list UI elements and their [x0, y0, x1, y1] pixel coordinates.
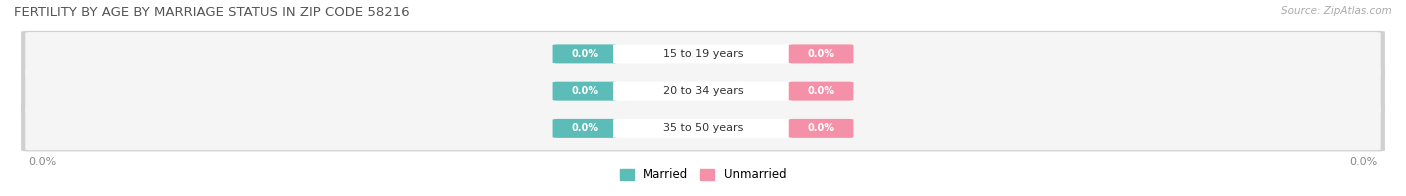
FancyBboxPatch shape [553, 82, 617, 101]
Text: 20 to 34 years: 20 to 34 years [662, 86, 744, 96]
Text: Source: ZipAtlas.com: Source: ZipAtlas.com [1281, 6, 1392, 16]
FancyBboxPatch shape [789, 44, 853, 63]
FancyBboxPatch shape [553, 44, 617, 63]
Text: FERTILITY BY AGE BY MARRIAGE STATUS IN ZIP CODE 58216: FERTILITY BY AGE BY MARRIAGE STATUS IN Z… [14, 6, 409, 19]
FancyBboxPatch shape [789, 82, 853, 101]
Text: 15 to 19 years: 15 to 19 years [662, 49, 744, 59]
FancyBboxPatch shape [25, 32, 1381, 76]
Text: 0.0%: 0.0% [571, 86, 599, 96]
Legend: Married, Unmarried: Married, Unmarried [614, 164, 792, 186]
FancyBboxPatch shape [613, 82, 793, 101]
Text: 0.0%: 0.0% [1350, 157, 1378, 167]
FancyBboxPatch shape [789, 119, 853, 138]
FancyBboxPatch shape [25, 107, 1381, 150]
FancyBboxPatch shape [21, 31, 1385, 77]
Text: 0.0%: 0.0% [571, 49, 599, 59]
Text: 0.0%: 0.0% [28, 157, 56, 167]
Text: 0.0%: 0.0% [807, 49, 835, 59]
FancyBboxPatch shape [613, 119, 793, 138]
Text: 0.0%: 0.0% [807, 86, 835, 96]
FancyBboxPatch shape [21, 68, 1385, 114]
Text: 0.0%: 0.0% [571, 123, 599, 133]
Text: 0.0%: 0.0% [807, 123, 835, 133]
Text: 35 to 50 years: 35 to 50 years [662, 123, 744, 133]
FancyBboxPatch shape [21, 105, 1385, 152]
FancyBboxPatch shape [25, 69, 1381, 113]
FancyBboxPatch shape [553, 119, 617, 138]
FancyBboxPatch shape [613, 44, 793, 63]
